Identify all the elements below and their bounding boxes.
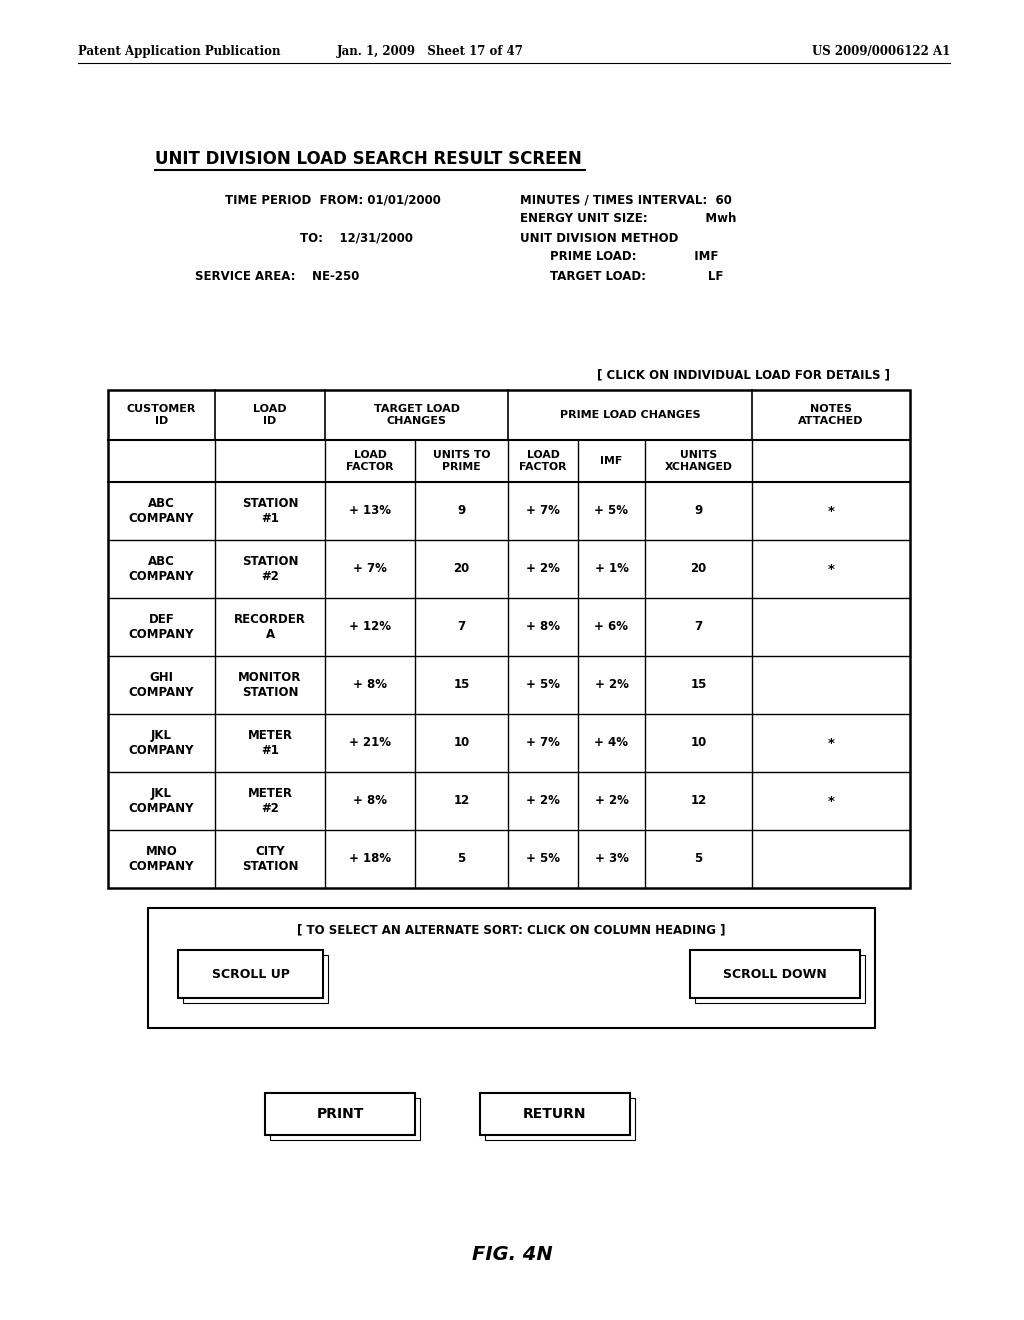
Bar: [108, 389, 910, 888]
Bar: [695, 954, 865, 1003]
Text: + 13%: + 13%: [349, 504, 391, 517]
Text: + 4%: + 4%: [595, 737, 629, 750]
Text: TO:    12/31/2000: TO: 12/31/2000: [300, 231, 413, 244]
Text: + 12%: + 12%: [349, 620, 391, 634]
Text: 20: 20: [454, 562, 470, 576]
Text: + 8%: + 8%: [353, 795, 387, 808]
Text: [ TO SELECT AN ALTERNATE SORT: CLICK ON COLUMN HEADING ]: [ TO SELECT AN ALTERNATE SORT: CLICK ON …: [297, 924, 726, 936]
Text: 5: 5: [458, 853, 466, 866]
Text: RETURN: RETURN: [523, 1107, 587, 1121]
Text: PRINT: PRINT: [316, 1107, 364, 1121]
Text: STATION
#2: STATION #2: [242, 554, 298, 583]
Text: UNIT DIVISION METHOD: UNIT DIVISION METHOD: [520, 231, 678, 244]
Text: + 2%: + 2%: [595, 795, 629, 808]
Text: TIME PERIOD  FROM: 01/01/2000: TIME PERIOD FROM: 01/01/2000: [225, 194, 441, 206]
Text: + 21%: + 21%: [349, 737, 391, 750]
Text: + 5%: + 5%: [595, 504, 629, 517]
Text: + 7%: + 7%: [526, 737, 560, 750]
Text: ABC
COMPANY: ABC COMPANY: [129, 498, 195, 525]
Text: UNITS TO
PRIME: UNITS TO PRIME: [433, 450, 490, 471]
Text: CITY
STATION: CITY STATION: [242, 845, 298, 873]
Text: CUSTOMER
ID: CUSTOMER ID: [127, 404, 197, 426]
Text: TARGET LOAD
CHANGES: TARGET LOAD CHANGES: [374, 404, 460, 426]
Text: STATION
#1: STATION #1: [242, 498, 298, 525]
Bar: [183, 954, 328, 1003]
Text: *: *: [827, 562, 835, 576]
Bar: [270, 1098, 420, 1140]
Text: MINUTES / TIMES INTERVAL:  60: MINUTES / TIMES INTERVAL: 60: [520, 194, 732, 206]
Text: + 18%: + 18%: [349, 853, 391, 866]
Text: *: *: [827, 795, 835, 808]
Text: RECORDER
A: RECORDER A: [234, 612, 306, 642]
Text: Patent Application Publication: Patent Application Publication: [78, 45, 281, 58]
Text: LOAD
ID: LOAD ID: [253, 404, 287, 426]
Text: PRIME LOAD CHANGES: PRIME LOAD CHANGES: [560, 411, 700, 420]
Text: ABC
COMPANY: ABC COMPANY: [129, 554, 195, 583]
Text: + 2%: + 2%: [526, 562, 560, 576]
Text: 12: 12: [454, 795, 470, 808]
Text: *: *: [827, 504, 835, 517]
Text: + 1%: + 1%: [595, 562, 629, 576]
Bar: [485, 1098, 635, 1140]
Text: 7: 7: [458, 620, 466, 634]
Text: IMF: IMF: [600, 455, 623, 466]
Text: LOAD
FACTOR: LOAD FACTOR: [346, 450, 394, 471]
Text: 10: 10: [690, 737, 707, 750]
Text: US 2009/0006122 A1: US 2009/0006122 A1: [812, 45, 950, 58]
Text: METER
#2: METER #2: [248, 787, 293, 814]
Text: + 3%: + 3%: [595, 853, 629, 866]
Text: + 8%: + 8%: [353, 678, 387, 692]
Text: 20: 20: [690, 562, 707, 576]
Text: [ CLICK ON INDIVIDUAL LOAD FOR DETAILS ]: [ CLICK ON INDIVIDUAL LOAD FOR DETAILS ]: [597, 368, 890, 381]
Bar: [690, 950, 860, 998]
Text: LOAD
FACTOR: LOAD FACTOR: [519, 450, 566, 471]
Text: 5: 5: [694, 853, 702, 866]
Text: GHI
COMPANY: GHI COMPANY: [129, 671, 195, 700]
Text: 15: 15: [454, 678, 470, 692]
Text: JKL
COMPANY: JKL COMPANY: [129, 729, 195, 756]
Text: ENERGY UNIT SIZE:              Mwh: ENERGY UNIT SIZE: Mwh: [520, 213, 736, 226]
Text: 15: 15: [690, 678, 707, 692]
Text: MNO
COMPANY: MNO COMPANY: [129, 845, 195, 873]
Text: UNITS
XCHANGED: UNITS XCHANGED: [665, 450, 732, 471]
Bar: [265, 1093, 415, 1135]
Text: 9: 9: [694, 504, 702, 517]
Text: UNIT DIVISION LOAD SEARCH RESULT SCREEN: UNIT DIVISION LOAD SEARCH RESULT SCREEN: [155, 150, 582, 168]
Text: + 5%: + 5%: [526, 678, 560, 692]
Bar: [178, 950, 323, 998]
Text: MONITOR
STATION: MONITOR STATION: [239, 671, 302, 700]
Text: NOTES
ATTACHED: NOTES ATTACHED: [799, 404, 864, 426]
Text: 12: 12: [690, 795, 707, 808]
Text: 9: 9: [458, 504, 466, 517]
Text: *: *: [827, 737, 835, 750]
Text: SCROLL UP: SCROLL UP: [212, 968, 290, 981]
Bar: [480, 1093, 630, 1135]
Text: 7: 7: [694, 620, 702, 634]
Text: + 7%: + 7%: [353, 562, 387, 576]
Text: + 6%: + 6%: [595, 620, 629, 634]
Text: DEF
COMPANY: DEF COMPANY: [129, 612, 195, 642]
Text: Jan. 1, 2009   Sheet 17 of 47: Jan. 1, 2009 Sheet 17 of 47: [337, 45, 523, 58]
Text: METER
#1: METER #1: [248, 729, 293, 756]
Text: + 8%: + 8%: [526, 620, 560, 634]
Text: 10: 10: [454, 737, 470, 750]
Text: PRIME LOAD:              IMF: PRIME LOAD: IMF: [550, 251, 719, 264]
Text: SERVICE AREA:    NE-250: SERVICE AREA: NE-250: [195, 269, 359, 282]
Text: JKL
COMPANY: JKL COMPANY: [129, 787, 195, 814]
Text: + 5%: + 5%: [526, 853, 560, 866]
Text: + 2%: + 2%: [526, 795, 560, 808]
Text: FIG. 4N: FIG. 4N: [472, 1246, 552, 1265]
Text: TARGET LOAD:               LF: TARGET LOAD: LF: [550, 269, 723, 282]
Text: + 2%: + 2%: [595, 678, 629, 692]
Text: + 7%: + 7%: [526, 504, 560, 517]
Text: SCROLL DOWN: SCROLL DOWN: [723, 968, 826, 981]
Bar: [148, 908, 874, 1028]
